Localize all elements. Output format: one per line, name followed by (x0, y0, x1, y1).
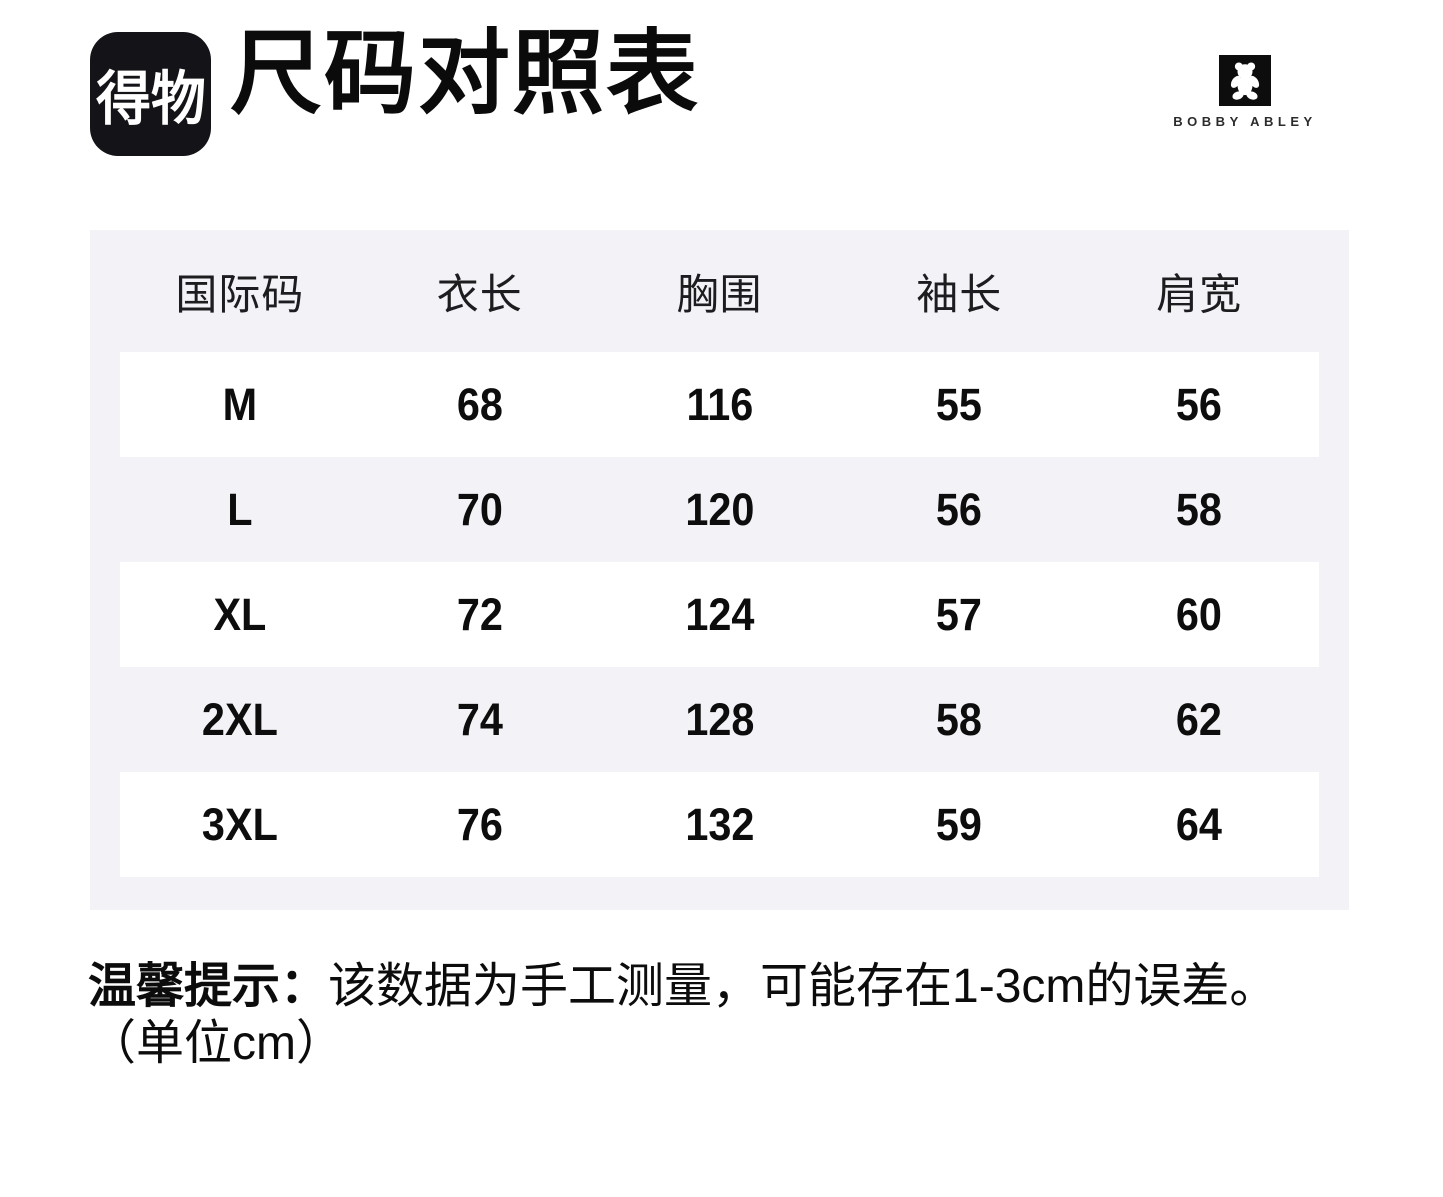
shoulder-cell: 58 (1176, 483, 1223, 535)
size-cell: 2XL (201, 693, 278, 745)
column-header-sleeve-length: 袖长 (916, 270, 1003, 318)
shoulder-cell: 64 (1176, 798, 1223, 850)
chest-cell: 116 (686, 378, 753, 430)
table-row-m: M 68 116 55 56 (120, 352, 1319, 457)
sleeve-cell: 58 (936, 693, 983, 745)
length-cell: 74 (456, 693, 503, 745)
sleeve-cell: 59 (936, 798, 983, 850)
note-body: 该数据为手工测量，可能存在1-3cm的误差。 (328, 960, 1278, 1013)
length-cell: 76 (456, 798, 503, 850)
shoulder-cell: 60 (1176, 588, 1223, 640)
length-cell: 68 (456, 378, 503, 430)
size-cell: 3XL (201, 798, 278, 850)
chest-cell: 128 (684, 693, 755, 745)
column-header-shoulder-width: 肩宽 (1156, 270, 1243, 318)
dewu-logo-text: 得物 (95, 65, 206, 132)
length-cell: 70 (456, 483, 503, 535)
shoulder-cell: 56 (1176, 378, 1223, 430)
column-header-chest: 胸围 (676, 270, 763, 318)
measurement-note: 温馨提示：该数据为手工测量，可能存在1-3cm的误差。 （单位cm） (88, 958, 1388, 1072)
size-table: 国际码 衣长 胸围 袖长 肩宽 M 68 116 55 56 L 70 120 … (90, 230, 1349, 910)
chest-cell: 132 (684, 798, 755, 850)
note-unit: （单位cm） (88, 1017, 344, 1070)
note-prefix: 温馨提示： (88, 960, 329, 1013)
table-row-3xl: 3XL 76 132 59 64 (120, 772, 1319, 877)
brand-name: BOBBY ABLEY (1173, 114, 1317, 129)
column-header-international-size: 国际码 (175, 270, 305, 318)
size-cell: L (227, 483, 253, 535)
length-cell: 72 (456, 588, 503, 640)
chest-cell: 120 (684, 483, 755, 535)
shoulder-cell: 62 (1176, 693, 1223, 745)
sleeve-cell: 55 (936, 378, 983, 430)
page-title: 尺码对照表 (230, 23, 701, 125)
brand-logo-block: BOBBY ABLEY (1158, 55, 1332, 129)
table-row-xl: XL 72 124 57 60 (120, 562, 1319, 667)
sleeve-cell: 57 (936, 588, 983, 640)
chest-cell: 124 (684, 588, 755, 640)
size-table-header-row: 国际码 衣长 胸围 袖长 肩宽 (120, 230, 1319, 352)
teddy-bear-icon (1219, 55, 1271, 106)
size-cell: M (222, 378, 258, 430)
table-row-l: L 70 120 56 58 (120, 457, 1319, 562)
column-header-garment-length: 衣长 (436, 270, 523, 318)
dewu-app-logo: 得物 (90, 32, 211, 156)
size-cell: XL (213, 588, 267, 640)
sleeve-cell: 56 (936, 483, 983, 535)
table-row-2xl: 2XL 74 128 58 62 (120, 667, 1319, 772)
